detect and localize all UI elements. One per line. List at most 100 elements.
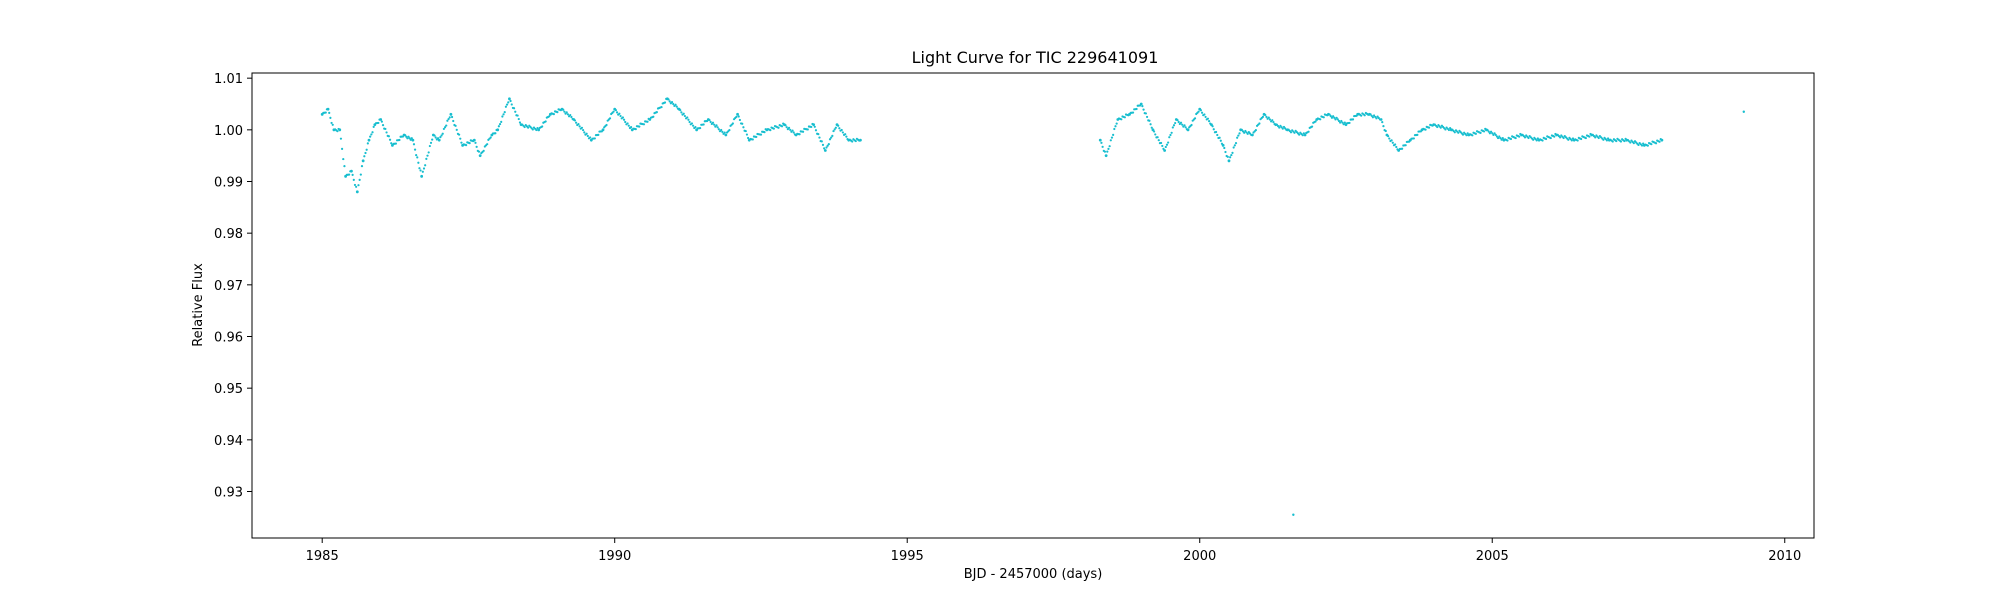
data-point [418, 167, 421, 170]
data-point [821, 143, 825, 146]
data-point [728, 129, 731, 132]
data-point [508, 97, 511, 101]
data-point [736, 112, 739, 116]
data-point [1171, 126, 1174, 129]
data-point [1553, 135, 1556, 138]
data-point [1219, 139, 1222, 142]
data-point [1289, 131, 1293, 134]
data-point [1523, 136, 1527, 139]
data-point [1382, 125, 1385, 128]
data-point [1303, 133, 1307, 137]
data-point [1268, 118, 1272, 121]
data-point [597, 133, 600, 136]
data-point [772, 127, 775, 130]
data-point [1114, 125, 1117, 128]
data-point [535, 128, 538, 132]
data-point [675, 105, 678, 108]
data-point [419, 169, 422, 172]
data-point [1479, 131, 1482, 135]
data-point [477, 150, 481, 153]
data-point [615, 111, 619, 114]
data-point [416, 156, 419, 159]
data-point [1363, 114, 1366, 117]
data-point [1154, 133, 1157, 136]
data-point [832, 129, 835, 133]
data-point [1637, 143, 1640, 147]
data-point [369, 135, 372, 138]
y-tick-label: 0.95 [214, 382, 243, 397]
data-point [1412, 137, 1415, 140]
data-point [406, 137, 409, 140]
data-point [363, 155, 366, 158]
data-point [573, 119, 577, 122]
data-point [1230, 153, 1233, 157]
data-point [1221, 143, 1225, 147]
data-point [449, 112, 453, 116]
data-point [1250, 133, 1254, 137]
data-point [731, 122, 734, 125]
data-point [1223, 146, 1226, 150]
data-point [1474, 132, 1477, 135]
data-point [1351, 118, 1355, 121]
data-point [578, 125, 581, 128]
data-point [431, 138, 434, 141]
data-point [672, 102, 675, 106]
data-point [699, 126, 702, 130]
data-point [1216, 133, 1219, 137]
data-point [385, 131, 388, 134]
data-point [1174, 121, 1177, 125]
data-point [713, 123, 716, 126]
data-point [1183, 124, 1186, 127]
data-point [570, 115, 573, 119]
data-point [787, 126, 791, 129]
data-point [1658, 140, 1661, 143]
data-point [465, 144, 468, 147]
data-point [405, 135, 408, 138]
data-point [575, 121, 578, 124]
data-point [1233, 144, 1236, 147]
data-point [1293, 131, 1296, 134]
data-point [1211, 125, 1214, 128]
data-point [1379, 118, 1383, 121]
data-point [1527, 136, 1530, 140]
y-tick-label: 0.93 [214, 486, 243, 501]
data-point [357, 184, 360, 187]
data-point [619, 114, 622, 118]
data-point [427, 151, 430, 154]
data-point [1360, 114, 1363, 117]
data-point [1267, 116, 1270, 119]
data-point [1186, 128, 1190, 132]
data-point [1395, 145, 1398, 149]
data-point [390, 142, 393, 145]
data-point [720, 128, 723, 132]
data-point [646, 120, 649, 123]
y-tick-label: 1.01 [214, 72, 243, 87]
data-point [813, 125, 816, 128]
data-point [702, 123, 705, 126]
data-point [1506, 139, 1509, 142]
data-point [1646, 144, 1649, 147]
data-point [680, 111, 683, 114]
data-point [814, 129, 818, 132]
data-point [1394, 143, 1397, 146]
y-tick-label: 0.96 [214, 331, 243, 346]
data-point [468, 142, 471, 145]
data-point [509, 99, 512, 103]
data-point [624, 120, 627, 124]
data-point [1101, 145, 1104, 148]
data-point [1298, 133, 1301, 136]
data-point [541, 125, 544, 128]
data-point [648, 118, 652, 121]
data-point [690, 122, 694, 125]
data-point [1562, 136, 1565, 140]
data-point [377, 121, 380, 125]
data-point [1243, 131, 1246, 134]
data-point [364, 151, 367, 155]
outlier-point [1292, 513, 1295, 516]
data-point [1654, 142, 1658, 145]
data-point [1444, 128, 1447, 131]
data-point [1404, 144, 1407, 147]
data-point [388, 138, 392, 141]
data-point [1493, 132, 1496, 135]
